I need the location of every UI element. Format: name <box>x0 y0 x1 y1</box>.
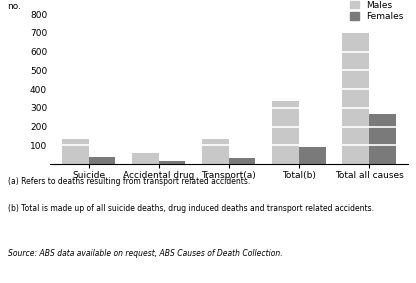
Bar <box>229 158 255 164</box>
Text: (a) Refers to deaths resulting from transport related accidents.: (a) Refers to deaths resulting from tran… <box>8 177 250 186</box>
Bar <box>299 147 326 164</box>
Bar <box>272 101 299 164</box>
Bar <box>342 33 369 164</box>
Bar <box>62 139 89 164</box>
Bar <box>369 114 396 164</box>
Bar <box>158 161 185 164</box>
Text: (b) Total is made up of all suicide deaths, drug induced deaths and transport re: (b) Total is made up of all suicide deat… <box>8 204 374 213</box>
Bar <box>202 139 229 164</box>
Text: no.: no. <box>7 2 21 11</box>
Text: Source: ABS data available on request, ABS Causes of Death Collection.: Source: ABS data available on request, A… <box>8 249 283 258</box>
Legend: Males, Females: Males, Females <box>349 1 403 21</box>
Bar <box>89 157 115 164</box>
Bar <box>132 153 158 164</box>
